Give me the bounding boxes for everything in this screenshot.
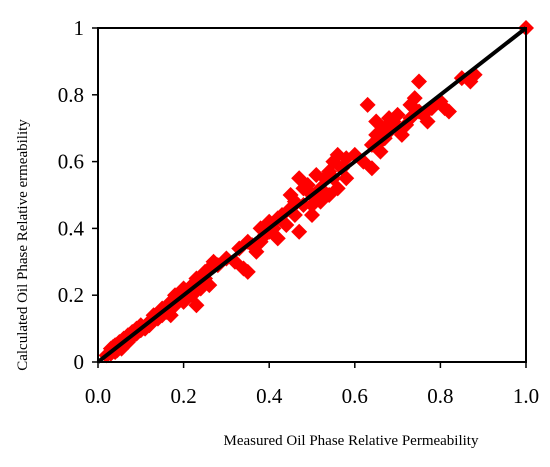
x-axis-ticks: 0.0 0.2 0.4 0.6 0.8 1.0 [85, 362, 539, 408]
data-point [329, 180, 346, 197]
data-point [411, 73, 427, 90]
data-point [419, 113, 436, 130]
reference-line [96, 26, 528, 364]
data-points [98, 20, 534, 364]
data-point [291, 223, 308, 240]
x-tick-label: 1.0 [513, 384, 539, 408]
y-axis-ticks: 0 0.2 0.4 0.6 0.8 1 [58, 16, 98, 374]
data-point [269, 230, 286, 247]
data-point [338, 170, 355, 187]
y-axis-title: Calculated Oil Phase Relative ermeabilit… [15, 119, 31, 371]
data-point [363, 160, 380, 177]
plot-frame [97, 27, 527, 363]
data-point [278, 217, 295, 234]
data-point [188, 297, 205, 314]
data-point [359, 96, 376, 113]
data-point [239, 263, 256, 280]
y-tick-label: 1 [74, 16, 85, 40]
y-tick-label: 0.8 [58, 83, 84, 107]
data-point [304, 207, 320, 224]
x-tick-label: 0.2 [170, 384, 196, 408]
data-point [368, 113, 385, 130]
reference-line-layer [96, 26, 528, 364]
y-tick-label: 0.4 [58, 216, 85, 240]
data-point [372, 143, 389, 160]
y-tick-label: 0.6 [58, 150, 84, 174]
x-tick-label: 0.4 [256, 384, 283, 408]
x-axis-title: Measured Oil Phase Relative Permeability [224, 433, 479, 449]
x-tick-label: 0.8 [427, 384, 453, 408]
data-point [201, 277, 218, 294]
x-tick-label: 0.0 [85, 384, 111, 408]
y-tick-label: 0.2 [58, 283, 84, 307]
y-tick-label: 0 [74, 350, 85, 374]
data-point [406, 90, 423, 107]
x-tick-label: 0.6 [342, 384, 368, 408]
data-point [389, 106, 406, 123]
data-point [440, 103, 457, 120]
